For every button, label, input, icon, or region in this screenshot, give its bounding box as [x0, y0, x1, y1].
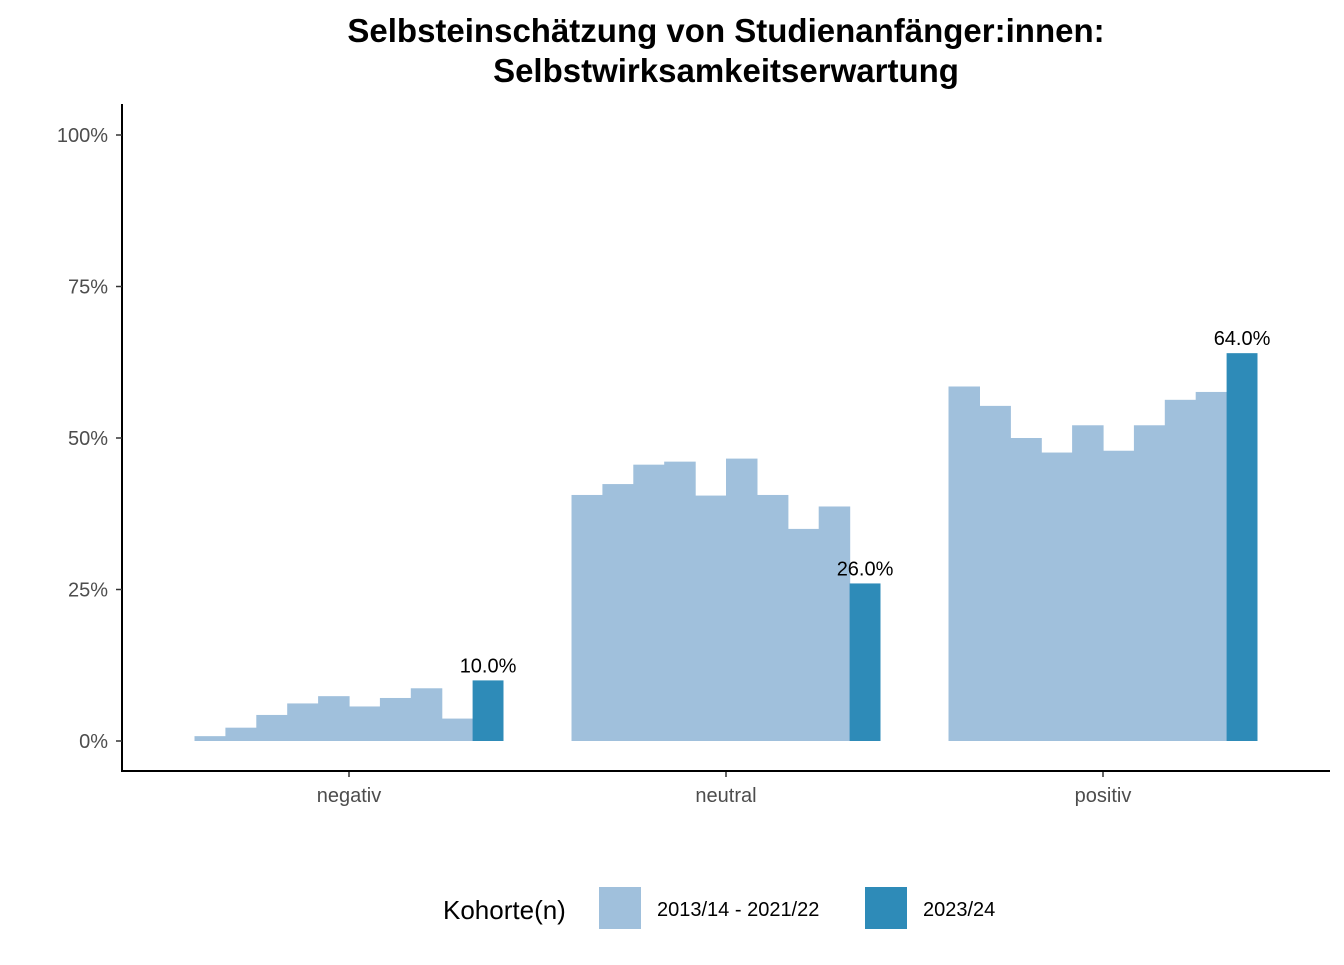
bar-historical-positiv-3 [1010, 438, 1042, 741]
bar-current-positiv [1226, 353, 1258, 741]
bar-historical-negativ-7 [379, 697, 412, 741]
bar-historical-negativ-8 [410, 688, 443, 741]
bar-historical-positiv-2 [979, 405, 1011, 741]
x-tick-label-neutral: neutral [695, 785, 756, 807]
x-tick-label-negativ: negativ [317, 785, 382, 807]
bar-historical-positiv-9 [1195, 391, 1228, 741]
bar-historical-positiv-5 [1072, 425, 1104, 741]
y-tick-label-1: 25% [68, 580, 108, 602]
bar-historical-positiv-6 [1103, 450, 1135, 741]
data-label-negativ: 10.0% [460, 655, 517, 677]
y-tick-label-0: 0% [79, 731, 108, 753]
bar-current-negativ [472, 680, 504, 741]
bar-historical-negativ-1 [194, 736, 226, 741]
bar-historical-positiv-7 [1133, 425, 1166, 741]
bar-historical-negativ-3 [256, 714, 288, 741]
y-tick-label-4: 100% [57, 125, 108, 147]
bar-historical-negativ-6 [349, 706, 381, 741]
bar-historical-neutral-8 [787, 528, 820, 741]
data-label-neutral: 26.0% [837, 558, 894, 580]
bar-historical-negativ-9 [441, 718, 474, 741]
axes: negativ neutral positiv 0% 25% 50% 75% 100% [57, 104, 1330, 807]
bar-historical-neutral-5 [695, 495, 727, 741]
bar-historical-neutral-7 [756, 494, 789, 741]
legend-label-historical: 2013/14 - 2021/22 [657, 899, 819, 921]
bar-historical-negativ-2 [225, 727, 257, 741]
bar-historical-negativ-4 [287, 703, 319, 741]
bar-current-neutral [849, 583, 881, 741]
legend-swatch-historical [599, 887, 641, 929]
legend-label-current: 2023/24 [923, 899, 995, 921]
bar-historical-neutral-6 [726, 458, 758, 741]
plot-area: 10.0% 26.0% 64.0% [194, 328, 1271, 741]
bar-historical-neutral-4 [664, 461, 696, 741]
chart-title: Selbsteinschätzung von Studienanfänger:i… [347, 12, 1104, 49]
legend: Kohorte(n) 2013/14 - 2021/22 2023/24 [443, 887, 995, 929]
bar-historical-positiv-8 [1164, 399, 1197, 741]
y-tick-label-2: 50% [68, 428, 108, 450]
bar-historical-neutral-9 [818, 506, 851, 741]
x-tick-label-positiv: positiv [1075, 785, 1132, 807]
bar-historical-neutral-2 [602, 484, 634, 741]
bar-historical-neutral-1 [571, 494, 603, 741]
data-label-positiv: 64.0% [1214, 328, 1271, 350]
bar-historical-positiv-4 [1041, 452, 1073, 741]
chart-subtitle: Selbstwirksamkeitserwartung [493, 52, 959, 89]
legend-title: Kohorte(n) [443, 895, 566, 925]
legend-swatch-current [865, 887, 907, 929]
bar-historical-positiv-1 [948, 386, 980, 741]
bar-historical-negativ-5 [318, 696, 350, 741]
y-tick-label-3: 75% [68, 277, 108, 299]
bar-historical-neutral-3 [633, 464, 665, 741]
